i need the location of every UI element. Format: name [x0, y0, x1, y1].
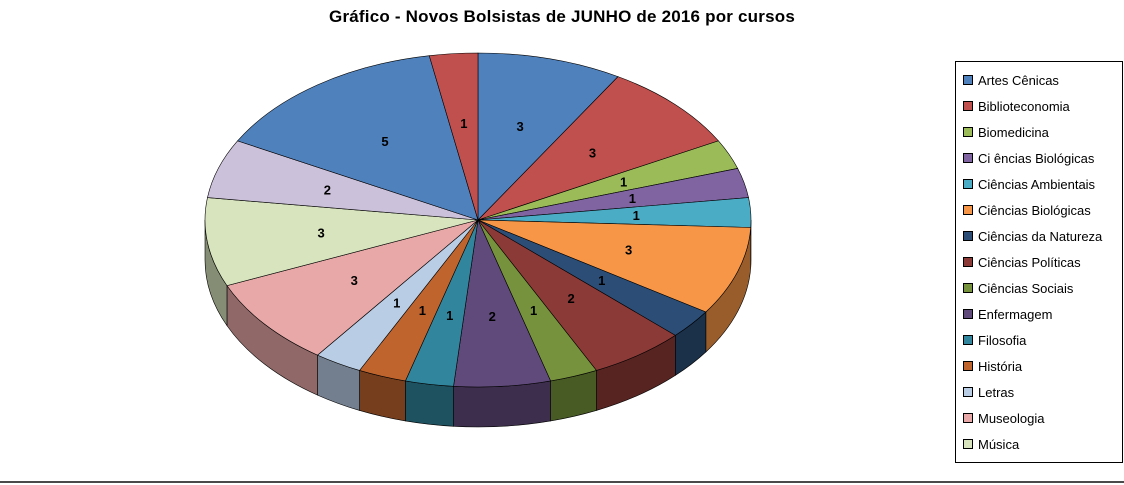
slice-value-label: 3 — [517, 119, 524, 134]
legend-item-label: Ciências da Natureza — [978, 228, 1103, 244]
legend-item-label: Ci ências Biológicas — [978, 150, 1095, 166]
legend-item: Letras — [963, 379, 1120, 405]
chart-legend: Artes Cênicas Biblioteconomia Biomedicina C… — [955, 61, 1123, 463]
slice-value-label: 3 — [351, 273, 358, 288]
legend-swatch — [963, 153, 973, 163]
legend-item-label: Ciências Ambientais — [978, 176, 1096, 192]
legend-swatch — [963, 231, 973, 241]
legend-item: Ciências Biológicas — [963, 197, 1120, 223]
legend-item-label: Ciências Políticas — [978, 254, 1081, 270]
legend-swatch — [963, 101, 973, 111]
legend-swatch — [963, 439, 973, 449]
legend-swatch — [963, 205, 973, 215]
slice-value-label: 5 — [381, 134, 388, 149]
legend-item: Biomedicina — [963, 119, 1120, 145]
legend-swatch — [963, 75, 973, 85]
legend-swatch — [963, 127, 973, 137]
legend-swatch — [963, 413, 973, 423]
legend-item: Museologia — [963, 405, 1120, 431]
pie-slice — [204, 197, 479, 286]
slice-value-label: 1 — [446, 308, 453, 323]
legend-swatch — [963, 335, 973, 345]
pie-slice — [226, 219, 479, 356]
legend-swatch — [963, 257, 973, 267]
slice-value-label: 3 — [317, 226, 324, 241]
pie-slice — [237, 55, 479, 221]
legend-item: Artes Cênicas — [963, 67, 1120, 93]
legend-item: Filosofia — [963, 327, 1120, 353]
slice-value-label: 1 — [419, 303, 426, 318]
chart-title: Gráfico - Novos Bolsistas de JUNHO de 20… — [329, 7, 795, 26]
legend-item-label: Museologia — [978, 410, 1045, 426]
slice-value-label: 1 — [633, 208, 640, 223]
legend-items: Artes Cênicas Biblioteconomia Biomedicina C… — [963, 67, 1120, 457]
pie-slice — [428, 52, 479, 221]
slice-value-label: 1 — [530, 303, 537, 318]
legend-item-label: Música — [978, 436, 1020, 452]
legend-item-label: Biblioteconomia — [978, 98, 1070, 114]
slice-value-label: 1 — [393, 296, 400, 311]
slice-value-label: 3 — [625, 242, 632, 257]
legend-swatch — [963, 387, 973, 397]
slice-value-label: 2 — [489, 309, 496, 324]
pie-slice — [477, 52, 619, 221]
legend-item-label: Enfermagem — [978, 306, 1053, 322]
legend-item: Ciências Políticas — [963, 249, 1120, 275]
slice-value-label: 2 — [324, 183, 331, 198]
legend-item: Música — [963, 431, 1120, 457]
legend-item-label: Biomedicina — [978, 124, 1049, 140]
legend-item: Ciências Ambientais — [963, 171, 1120, 197]
legend-item-label: História — [978, 358, 1023, 374]
slice-value-label: 1 — [620, 174, 627, 189]
legend-item: Ciências da Natureza — [963, 223, 1120, 249]
slice-value-label: 1 — [460, 116, 467, 131]
legend-item: História — [963, 353, 1120, 379]
legend-swatch — [963, 361, 973, 371]
slice-value-label: 1 — [598, 273, 605, 288]
pie-slice-wall — [453, 380, 551, 428]
legend-item: Ciências Sociais — [963, 275, 1120, 301]
legend-item: Biblioteconomia — [963, 93, 1120, 119]
bottom-border-line — [0, 481, 1124, 483]
legend-item-label: Letras — [978, 384, 1015, 400]
legend-swatch — [963, 309, 973, 319]
legend-swatch — [963, 179, 973, 189]
pie-slice — [477, 76, 719, 221]
legend-swatch — [963, 283, 973, 293]
legend-item-label: Artes Cênicas — [978, 72, 1059, 88]
legend-item: Enfermagem — [963, 301, 1120, 327]
slice-value-label: 3 — [589, 146, 596, 161]
slice-value-label: 1 — [629, 191, 636, 206]
slice-value-label: 2 — [567, 291, 574, 306]
legend-item: Ci ências Biológicas — [963, 145, 1120, 171]
legend-item-label: Ciências Biológicas — [978, 202, 1091, 218]
pie-slice-wall — [405, 380, 454, 427]
pie-slice — [477, 219, 752, 313]
legend-item-label: Ciências Sociais — [978, 280, 1074, 296]
legend-item-label: Filosofia — [978, 332, 1027, 348]
